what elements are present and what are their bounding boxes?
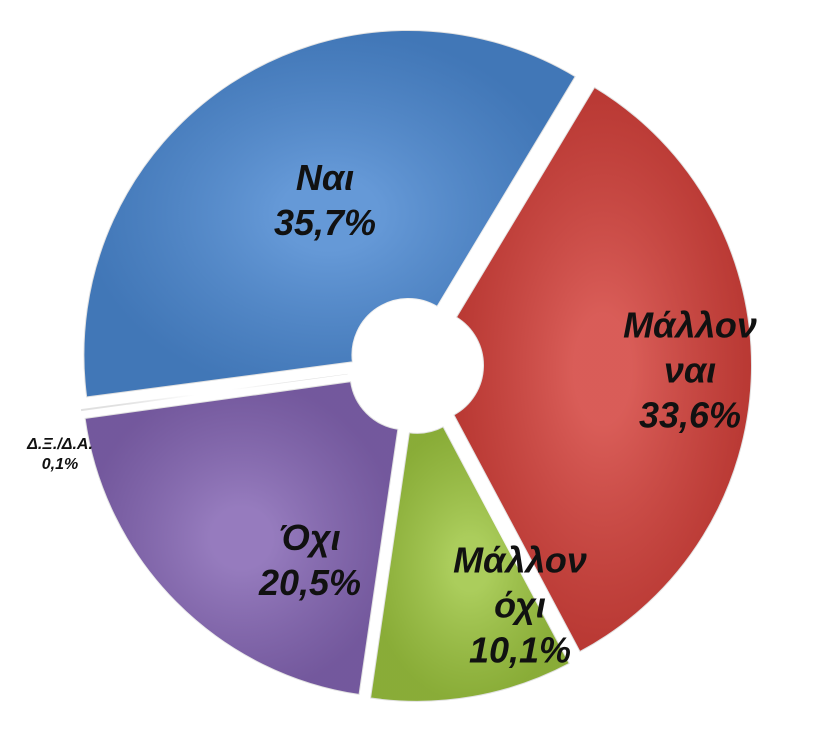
slice-label: Μάλλον όχι 10,1% — [430, 538, 610, 673]
category-label: Δ.Ξ./Δ.Α. — [27, 436, 93, 453]
slice-shade — [370, 426, 570, 702]
value-label: 20,5% — [258, 562, 362, 603]
slice-label: Ναι 35,7% — [235, 155, 415, 245]
slice-label: Μάλλον ναι 33,6% — [600, 303, 780, 438]
value-label: 33,6% — [638, 394, 742, 436]
slice-label: Δ.Ξ./Δ.Α. 0,1% — [20, 435, 100, 475]
category-label: Όχι — [279, 517, 341, 558]
slice-shade — [80, 373, 348, 412]
slice-shade — [453, 86, 752, 653]
slice-shade — [83, 29, 576, 398]
value-label: 10,1% — [468, 629, 572, 671]
slice-shade — [84, 381, 399, 696]
value-label: 35,7% — [273, 202, 377, 243]
slice-label: Όχι 20,5% — [220, 515, 400, 605]
value-label: 0,1% — [41, 456, 79, 473]
category-label: Μάλλον όχι — [453, 539, 587, 626]
category-label: Μάλλον ναι — [623, 304, 757, 391]
category-label: Ναι — [295, 157, 355, 198]
